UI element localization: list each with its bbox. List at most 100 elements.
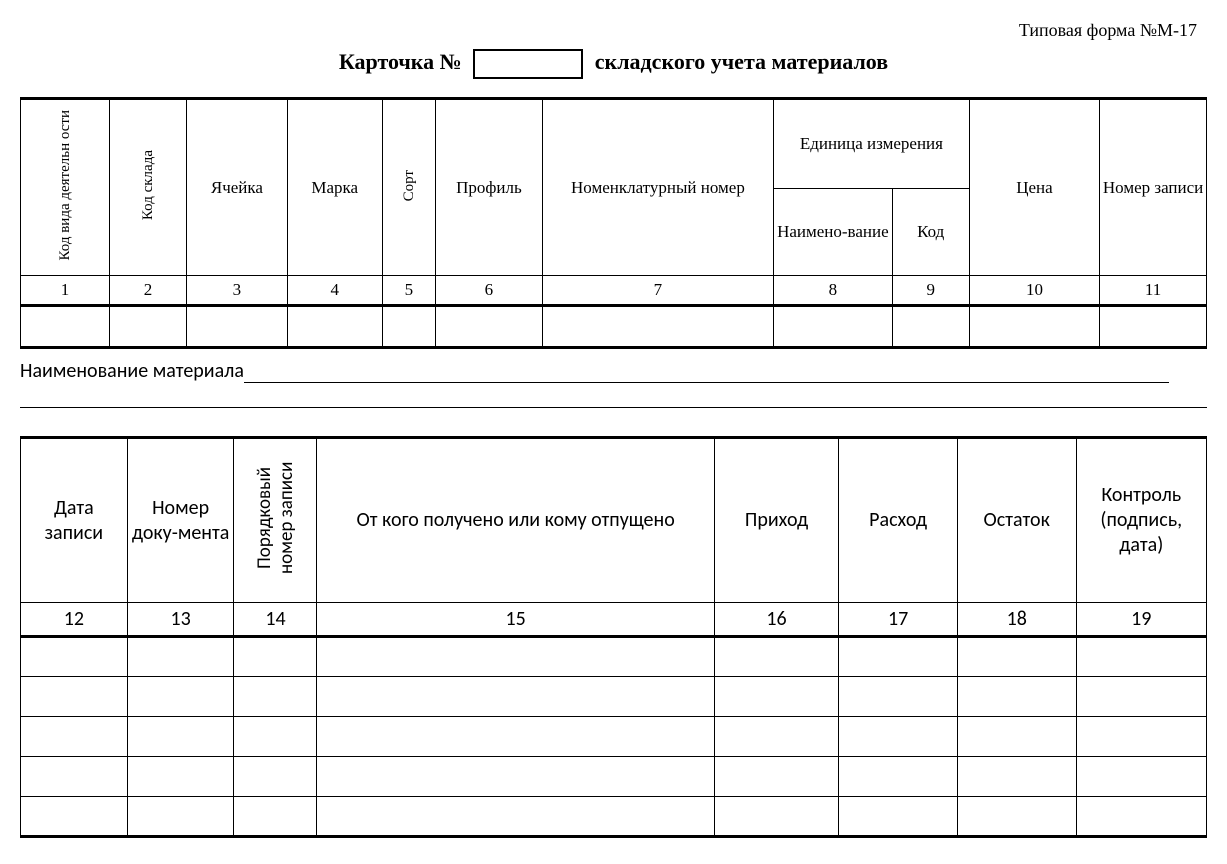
table2-colnum: 14 (234, 603, 317, 637)
table2-colnum: 15 (317, 603, 714, 637)
table2-cell[interactable] (839, 757, 958, 797)
table2-cell[interactable] (714, 677, 839, 717)
table2-cell[interactable] (21, 677, 128, 717)
table2-cell[interactable] (317, 757, 714, 797)
table1-cell[interactable] (382, 306, 435, 348)
table2-cell[interactable] (714, 757, 839, 797)
table2-cell[interactable] (839, 637, 958, 677)
table2-cell[interactable] (957, 677, 1076, 717)
table1-colnum: 4 (287, 276, 382, 306)
table2-cell[interactable] (1076, 677, 1207, 717)
table2-cell[interactable] (317, 677, 714, 717)
table1-cell[interactable] (436, 306, 543, 348)
transactions-table: Дата записи Номер доку-мента Порядковый … (20, 436, 1207, 838)
table2-cell[interactable] (714, 797, 839, 837)
table2-cell[interactable] (127, 757, 234, 797)
material-name-row: Наименование материала (20, 359, 1207, 383)
table2-cell[interactable] (234, 717, 317, 757)
table2-cell[interactable] (21, 637, 128, 677)
col-record-date: Дата записи (21, 438, 128, 603)
col-unit-name: Наимено-вание (774, 189, 893, 276)
table1-colnum: 10 (969, 276, 1099, 306)
table1-cell[interactable] (542, 306, 773, 348)
table1-colnum: 3 (187, 276, 288, 306)
col-price: Цена (969, 99, 1099, 276)
table2-cell[interactable] (234, 757, 317, 797)
col-brand: Марка (287, 99, 382, 276)
table2-colnum: 19 (1076, 603, 1207, 637)
table1-cell[interactable] (21, 306, 110, 348)
table2-data-row[interactable] (21, 677, 1207, 717)
table1-colnum: 8 (774, 276, 893, 306)
col-warehouse-code: Код склада (140, 144, 157, 226)
col-seq-number: Порядковый номер записи (254, 440, 298, 595)
table2-cell[interactable] (234, 637, 317, 677)
table2-cell[interactable] (234, 797, 317, 837)
table1-cell[interactable] (109, 306, 186, 348)
table1-column-numbers: 1234567891011 (21, 276, 1207, 306)
table1-colnum: 5 (382, 276, 435, 306)
table2-cell[interactable] (957, 797, 1076, 837)
table2-colnum: 12 (21, 603, 128, 637)
table2-cell[interactable] (714, 637, 839, 677)
table2-cell[interactable] (21, 797, 128, 837)
table1-cell[interactable] (774, 306, 893, 348)
col-profile: Профиль (436, 99, 543, 276)
table1-cell[interactable] (187, 306, 288, 348)
table2-colnum: 13 (127, 603, 234, 637)
table1-data-row[interactable] (21, 306, 1207, 348)
table2-data-row[interactable] (21, 637, 1207, 677)
col-from-to: От кого получено или кому отпущено (317, 438, 714, 603)
table1-cell[interactable] (892, 306, 969, 348)
col-income: Приход (714, 438, 839, 603)
material-name-label: Наименование материала (20, 359, 244, 383)
table2-cell[interactable] (317, 797, 714, 837)
title-prefix: Карточка № (339, 49, 462, 74)
col-control: Контроль (подпись, дата) (1076, 438, 1207, 603)
table2-cell[interactable] (1076, 797, 1207, 837)
table2-cell[interactable] (1076, 757, 1207, 797)
table2-cell[interactable] (839, 717, 958, 757)
table2-data-row[interactable] (21, 717, 1207, 757)
table2-cell[interactable] (1076, 717, 1207, 757)
table1-colnum: 11 (1100, 276, 1207, 306)
material-name-input[interactable] (244, 382, 1169, 383)
table2-cell[interactable] (317, 717, 714, 757)
table2-cell[interactable] (839, 797, 958, 837)
table2-cell[interactable] (1076, 637, 1207, 677)
col-nomenclature: Номенклатурный номер (542, 99, 773, 276)
col-unit-code: Код (892, 189, 969, 276)
table1-colnum: 6 (436, 276, 543, 306)
table2-cell[interactable] (21, 757, 128, 797)
table2-cell[interactable] (957, 637, 1076, 677)
table2-data-row[interactable] (21, 797, 1207, 837)
table2-cell[interactable] (21, 717, 128, 757)
col-doc-number: Номер доку-мента (127, 438, 234, 603)
table2-cell[interactable] (839, 677, 958, 717)
col-balance: Остаток (957, 438, 1076, 603)
table2-cell[interactable] (957, 757, 1076, 797)
header-info-table: Код вида деятельн ости Код склада Ячейка… (20, 97, 1207, 349)
table2-cell[interactable] (127, 637, 234, 677)
col-activity-code: Код вида деятельн ости (57, 104, 74, 266)
table2-cell[interactable] (127, 797, 234, 837)
table2-colnum: 18 (957, 603, 1076, 637)
col-grade: Сорт (401, 164, 418, 207)
table2-cell[interactable] (957, 717, 1076, 757)
material-name-input-line2[interactable] (20, 407, 1207, 408)
col-cell: Ячейка (187, 99, 288, 276)
table2-cell[interactable] (317, 637, 714, 677)
table2-cell[interactable] (127, 677, 234, 717)
card-number-input[interactable] (473, 49, 583, 79)
table2-cell[interactable] (234, 677, 317, 717)
table1-colnum: 1 (21, 276, 110, 306)
table2-cell[interactable] (714, 717, 839, 757)
table2-cell[interactable] (127, 717, 234, 757)
col-unit-group: Единица измерения (774, 99, 970, 189)
form-type-label: Типовая форма №М-17 (20, 20, 1207, 41)
table2-data-row[interactable] (21, 757, 1207, 797)
table1-cell[interactable] (287, 306, 382, 348)
table1-cell[interactable] (969, 306, 1099, 348)
table1-colnum: 2 (109, 276, 186, 306)
table1-cell[interactable] (1100, 306, 1207, 348)
